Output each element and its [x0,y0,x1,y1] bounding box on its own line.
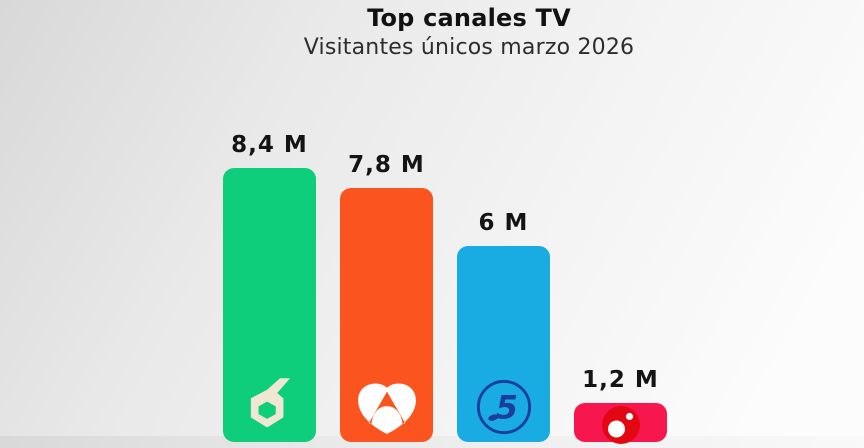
chart-subtitle: Visitantes únicos marzo 2026 [303,34,635,60]
value-label-lasexta: 8,4 M [231,132,308,158]
chart-header: Top canales TV Visitantes únicos marzo 2… [37,4,864,61]
svg-text:5: 5 [495,389,517,427]
bar-cuatro [574,403,667,444]
bar-group-telecinco: 6 M 5 [457,210,550,442]
bar-antena3 [340,188,433,442]
bar-group-lasexta: 8,4 M [223,132,316,442]
antena3-logo [357,383,416,434]
bar-lasexta [223,168,316,442]
value-label-antena3: 7,8 M [348,152,425,178]
value-label-telecinco: 6 M [478,210,529,236]
bar-chart: 8,4 M 7,8 M 6 M 5 1,2 M [223,0,667,444]
bar-group-antena3: 7,8 M [340,152,433,442]
bar-telecinco: 5 [457,246,550,442]
lasexta-logo [250,378,290,428]
chart-title: Top canales TV [367,4,571,32]
value-label-cuatro: 1,2 M [582,367,659,393]
cuatro-logo [601,406,640,444]
telecinco-logo: 5 [476,379,531,435]
bar-group-cuatro: 1,2 M [574,367,667,444]
